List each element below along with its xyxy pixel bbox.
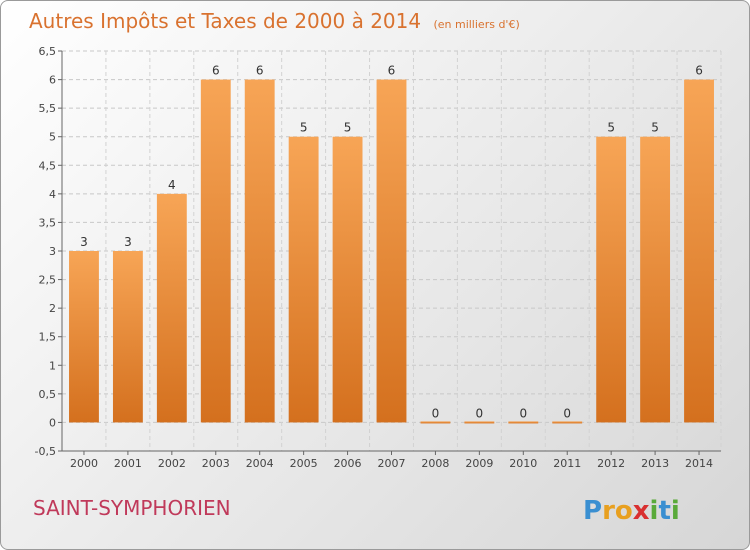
x-tick-label: 2005 xyxy=(290,457,318,470)
bars xyxy=(69,79,714,424)
y-tick-label: 1,5 xyxy=(39,331,57,344)
bar xyxy=(244,79,275,423)
y-tick-label: 1 xyxy=(49,359,56,372)
data-label: 3 xyxy=(124,235,132,249)
x-tick-label: 2013 xyxy=(641,457,669,470)
bar xyxy=(596,136,627,423)
y-tick-label: 2 xyxy=(49,302,56,315)
x-tick-label: 2012 xyxy=(597,457,625,470)
x-tick-label: 2010 xyxy=(509,457,537,470)
data-label: 5 xyxy=(300,121,308,135)
bar xyxy=(376,79,407,423)
chart-subtitle: (en milliers d'€) xyxy=(433,18,519,31)
x-tick-label: 2000 xyxy=(70,457,98,470)
x-tick-label: 2004 xyxy=(246,457,274,470)
y-tick-label: 4,5 xyxy=(39,159,57,172)
y-tick-label: 3 xyxy=(49,245,56,258)
bar xyxy=(69,251,99,423)
x-tick-label: 2008 xyxy=(421,457,449,470)
y-tick-label: 0,5 xyxy=(39,388,57,401)
x-tick-label: 2011 xyxy=(553,457,581,470)
bar xyxy=(112,251,143,423)
y-tick-label: 4 xyxy=(49,188,56,201)
axes xyxy=(58,50,721,455)
chart-title: Autres Impôts et Taxes de 2000 à 2014 (e… xyxy=(29,9,520,33)
logo-letter: i xyxy=(671,496,680,526)
y-tick-label: -0,5 xyxy=(35,445,56,458)
bar xyxy=(288,136,319,423)
y-tick-label: 6 xyxy=(49,74,56,87)
bar xyxy=(640,136,671,423)
logo-letter: i xyxy=(650,496,659,526)
logo-letter: t xyxy=(658,496,670,526)
logo-text: Proxiti xyxy=(583,496,680,526)
tick-labels: -0,5 0 0,5 1 1,5 2 2,5 3 3,5 4 4,5 5 5,5 6 6,5 2000 2001… xyxy=(35,45,714,470)
bar xyxy=(200,79,231,423)
logo-letter: x xyxy=(633,496,650,526)
x-tick-label: 2009 xyxy=(465,457,493,470)
data-label: 4 xyxy=(168,178,176,192)
data-label: 0 xyxy=(563,406,571,420)
data-label: 6 xyxy=(388,64,396,78)
bar xyxy=(508,421,539,424)
x-tick-label: 2007 xyxy=(378,457,406,470)
y-tick-label: 3,5 xyxy=(39,216,57,229)
y-tick-label: 5,5 xyxy=(39,102,57,115)
bar xyxy=(552,421,583,424)
bar xyxy=(156,193,187,423)
value-labels: 3 3 4 6 6 5 5 6 0 0 0 0 5 5 6 xyxy=(80,64,703,421)
proxiti-logo: Proxiti xyxy=(583,496,680,526)
logo-letter: P xyxy=(583,496,602,526)
data-label: 3 xyxy=(80,235,88,249)
y-tick-label: 0 xyxy=(49,416,56,429)
data-label: 5 xyxy=(607,121,615,135)
bar xyxy=(332,136,363,423)
x-tick-label: 2001 xyxy=(114,457,142,470)
y-tick-label: 6,5 xyxy=(39,45,57,58)
data-label: 0 xyxy=(519,406,527,420)
bar xyxy=(684,79,714,423)
x-tick-label: 2006 xyxy=(334,457,362,470)
data-label: 5 xyxy=(651,121,659,135)
data-label: 5 xyxy=(344,121,352,135)
logo-letter: r xyxy=(602,496,615,526)
y-tick-label: 5 xyxy=(49,131,56,144)
bar xyxy=(420,421,451,424)
logo-letter: o xyxy=(615,496,633,526)
x-tick-label: 2003 xyxy=(202,457,230,470)
data-label: 0 xyxy=(432,406,440,420)
data-label: 6 xyxy=(256,64,264,78)
x-tick-label: 2014 xyxy=(685,457,713,470)
data-label: 6 xyxy=(695,64,703,78)
x-tick-label: 2002 xyxy=(158,457,186,470)
bar xyxy=(464,421,495,424)
data-label: 6 xyxy=(212,64,220,78)
place-name: SAINT-SYMPHORIEN xyxy=(33,496,231,520)
data-label: 0 xyxy=(476,406,484,420)
y-tick-label: 2,5 xyxy=(39,274,57,287)
